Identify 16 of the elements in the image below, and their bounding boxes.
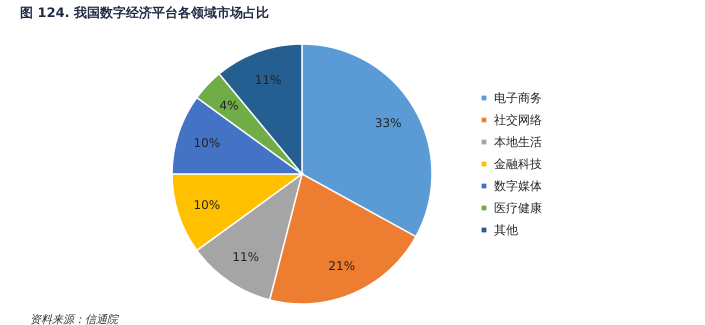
text: 资料来源：信通院 bbox=[30, 313, 120, 325]
legend-label: 电子商务 bbox=[494, 91, 542, 105]
legend-label: 医疗健康 bbox=[494, 201, 542, 215]
data-label: 10% bbox=[193, 136, 220, 150]
legend-label: 本地生活 bbox=[494, 135, 542, 149]
data-label: 10% bbox=[193, 198, 220, 212]
data-label: 11% bbox=[254, 72, 282, 87]
data-label: 21% bbox=[328, 258, 356, 273]
legend-label: 数字媒体 bbox=[494, 179, 542, 193]
data-label: 33% bbox=[374, 116, 402, 130]
legend-label: 其他 bbox=[494, 223, 518, 237]
data-label: 4% bbox=[220, 98, 239, 112]
legend-label: 社交网络 bbox=[494, 113, 542, 127]
legend-label: 金融科技 bbox=[494, 157, 542, 171]
chart-title: 图 124. 我国数字经济平台各领域市场占比 bbox=[20, 5, 270, 21]
data-label: 11% bbox=[232, 250, 260, 264]
